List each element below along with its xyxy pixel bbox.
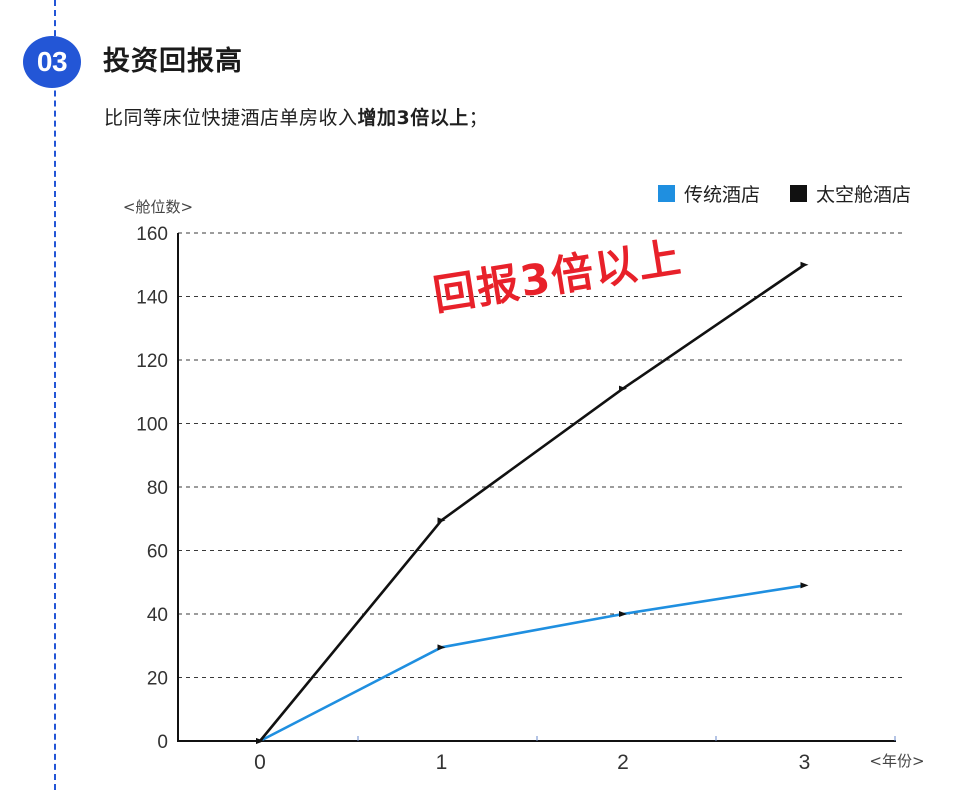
series-line-0: [259, 584, 805, 743]
data-point-marker: [800, 582, 809, 589]
series-lines: [256, 261, 809, 744]
y-tick-label: 60: [147, 542, 168, 563]
data-point-marker: [437, 517, 446, 524]
x-tick-label: 1: [436, 751, 448, 774]
section-description: 比同等床位快捷酒店单房收入增加3倍以上；: [104, 103, 488, 130]
y-axis-label: <舱位数>: [123, 198, 193, 216]
data-point-marker: [619, 385, 627, 392]
section-title: 投资回报高: [103, 46, 243, 77]
legend-item-traditional: 传统酒店: [658, 180, 760, 207]
x-tick-label: 0: [254, 751, 266, 774]
y-tick-label: 160: [136, 224, 168, 245]
x-tick-label: 2: [617, 751, 629, 774]
data-point-marker: [619, 611, 627, 617]
y-tick-label: 100: [136, 415, 168, 436]
section-description-text: 比同等床位快捷酒店单房收入: [104, 107, 358, 129]
legend-label-capsule: 太空舱酒店: [816, 184, 912, 206]
tick-labels: 0 20 40 60 80 100 120 140 160 0 1 2 3: [136, 224, 810, 774]
data-point-marker: [800, 261, 809, 268]
y-tick-label: 120: [136, 351, 168, 372]
y-tick-label: 40: [147, 605, 168, 626]
data-point-marker: [437, 644, 446, 651]
legend-item-capsule: 太空舱酒店: [790, 180, 911, 207]
x-tick-label: 3: [799, 751, 811, 774]
y-tick-label: 140: [136, 288, 168, 309]
legend-label-traditional: 传统酒店: [684, 184, 761, 206]
y-tick-label: 20: [147, 669, 168, 690]
series-line-1: [258, 263, 806, 742]
section-description-end: ；: [468, 107, 489, 129]
x-axis-label: <年份>: [869, 752, 924, 770]
section-number-badge: 03: [23, 36, 81, 88]
axes: [177, 233, 896, 742]
dashed-rail: [54, 0, 56, 790]
legend-swatch-capsule: [790, 185, 808, 202]
y-tick-label: 0: [157, 732, 168, 753]
legend-swatch-traditional: [658, 185, 675, 202]
data-point-marker: [256, 738, 264, 744]
chart-legend: 传统酒店 太空舱酒店: [658, 180, 911, 207]
grid-lines: [178, 232, 903, 678]
y-tick-label: 80: [147, 478, 168, 499]
section-description-highlight: 增加3倍以上: [357, 107, 469, 129]
